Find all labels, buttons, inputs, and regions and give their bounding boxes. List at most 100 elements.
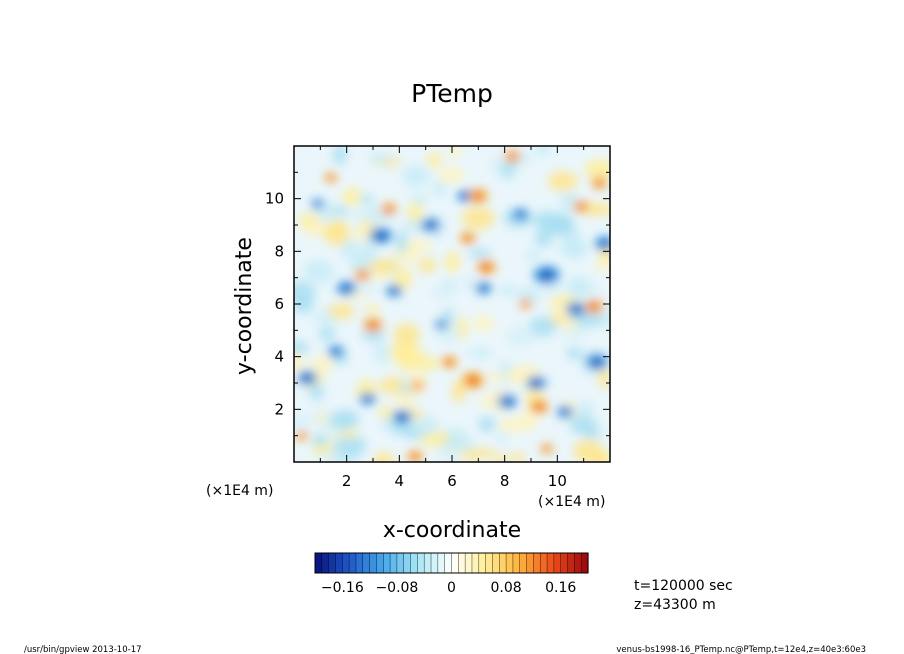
colorbar-swatch <box>315 553 323 573</box>
colorbar-swatch <box>349 553 357 573</box>
field-texture-blob <box>308 383 325 400</box>
field-texture-blob <box>448 146 462 158</box>
field-texture-blob <box>318 452 349 462</box>
field-texture-blob <box>438 443 463 462</box>
cold-anomaly-core <box>437 322 446 328</box>
cold-anomaly-core <box>331 348 342 355</box>
y-tick-label: 4 <box>274 348 284 366</box>
colorbar-swatch <box>526 553 534 573</box>
field-texture-blob <box>467 248 491 258</box>
field-texture-blob <box>429 287 457 298</box>
field-texture-blob <box>588 451 610 462</box>
cold-anomaly-core <box>373 230 388 241</box>
field-texture-blob <box>357 283 378 295</box>
field-texture-blob <box>340 238 359 260</box>
colorbar-swatch <box>417 553 425 573</box>
field-texture-blob <box>329 410 360 430</box>
field-texture-blob <box>569 415 598 435</box>
field-texture-blob <box>379 417 394 429</box>
warm-anomaly-core <box>543 446 550 452</box>
warm-anomaly-core <box>522 301 529 307</box>
cold-anomaly-core <box>425 221 437 229</box>
warm-anomaly-core <box>463 235 472 242</box>
cold-anomaly-core <box>313 201 322 207</box>
x-axis-label: x-coordinate <box>383 518 521 543</box>
colorbar <box>315 553 589 573</box>
cold-anomaly-core <box>301 373 314 382</box>
cold-anomaly-core <box>340 284 353 293</box>
field-texture-blob <box>392 267 413 290</box>
field-texture-blob <box>373 343 391 363</box>
colorbar-swatch <box>465 553 473 573</box>
field-texture-blob <box>565 347 584 360</box>
colorbar-swatch <box>492 553 500 573</box>
field-texture-blob <box>351 209 379 222</box>
field-texture-blob <box>409 355 440 371</box>
field-texture-blob <box>598 368 610 389</box>
field-texture-blob <box>473 314 494 332</box>
field-texture-blob <box>372 452 395 462</box>
colorbar-swatch <box>478 553 487 573</box>
warm-anomaly-core <box>384 206 393 213</box>
field-texture-blob <box>294 296 315 314</box>
warm-anomaly-core <box>368 321 378 329</box>
x-tick-label: 6 <box>447 472 457 490</box>
cold-anomaly-core <box>396 413 408 422</box>
colorbar-swatch <box>506 553 514 573</box>
colorbar-swatch <box>485 553 494 573</box>
cold-anomaly-core <box>501 397 514 406</box>
field-texture-blob <box>534 229 553 248</box>
field-texture-blob <box>594 259 610 272</box>
cold-anomaly-core <box>598 239 610 248</box>
colorbar-tick-label: 0.08 <box>491 580 522 596</box>
colorbar-swatch <box>519 553 528 573</box>
warm-anomaly-core <box>589 303 599 311</box>
field-texture-blob <box>378 406 394 420</box>
warm-anomaly-core <box>534 403 544 411</box>
field-texture-blob <box>294 340 309 356</box>
field-texture-blob <box>526 249 542 262</box>
colorbar-tick-label: 0.16 <box>545 580 576 596</box>
colorbar-swatch <box>396 553 405 573</box>
field-texture-blob <box>418 257 437 273</box>
field-texture-blob <box>426 152 443 168</box>
colorbar-swatch <box>410 553 418 573</box>
y-tick-label: 10 <box>265 190 284 208</box>
field-texture-blob <box>388 341 422 363</box>
colorbar-swatch <box>424 553 432 573</box>
x-unit-label: (×1E4 m) <box>538 494 605 510</box>
cold-anomaly-core <box>515 211 526 218</box>
colorbar-swatch <box>328 553 337 573</box>
field-texture-blob <box>311 356 333 375</box>
field-texture-blob <box>333 146 347 166</box>
field-texture-blob <box>576 400 593 418</box>
colorbar-swatch <box>369 553 378 573</box>
cold-anomaly-core <box>569 305 582 314</box>
field-texture-blob <box>508 452 527 462</box>
colorbar-tick-label: 0 <box>447 580 456 596</box>
field-texture-blob <box>342 187 362 207</box>
field-texture-blob <box>303 259 335 284</box>
field-texture-blob <box>312 433 329 447</box>
colorbar-swatch <box>451 553 459 573</box>
y-axis-label: y-coordinate <box>232 237 257 375</box>
colorbar-swatch <box>581 553 589 573</box>
warm-anomaly-core <box>467 376 479 385</box>
field-texture-blob <box>496 429 509 448</box>
colorbar-swatch <box>376 553 384 573</box>
cold-anomaly-core <box>389 287 400 295</box>
colorbar-swatch <box>403 553 412 573</box>
colorbar-swatch <box>471 553 480 573</box>
colorbar-swatch <box>499 553 507 573</box>
axis-ticks <box>294 146 610 462</box>
field-texture-blob <box>498 417 527 434</box>
field-texture-blob <box>407 201 424 223</box>
field-texture-blob <box>584 159 610 180</box>
warm-anomaly-core <box>577 203 585 210</box>
colorbar-swatch <box>355 553 364 573</box>
field-texture-blob <box>499 284 517 297</box>
colorbar-swatch <box>362 553 371 573</box>
cold-anomaly-core <box>478 284 489 292</box>
field-texture-blob <box>451 380 466 403</box>
